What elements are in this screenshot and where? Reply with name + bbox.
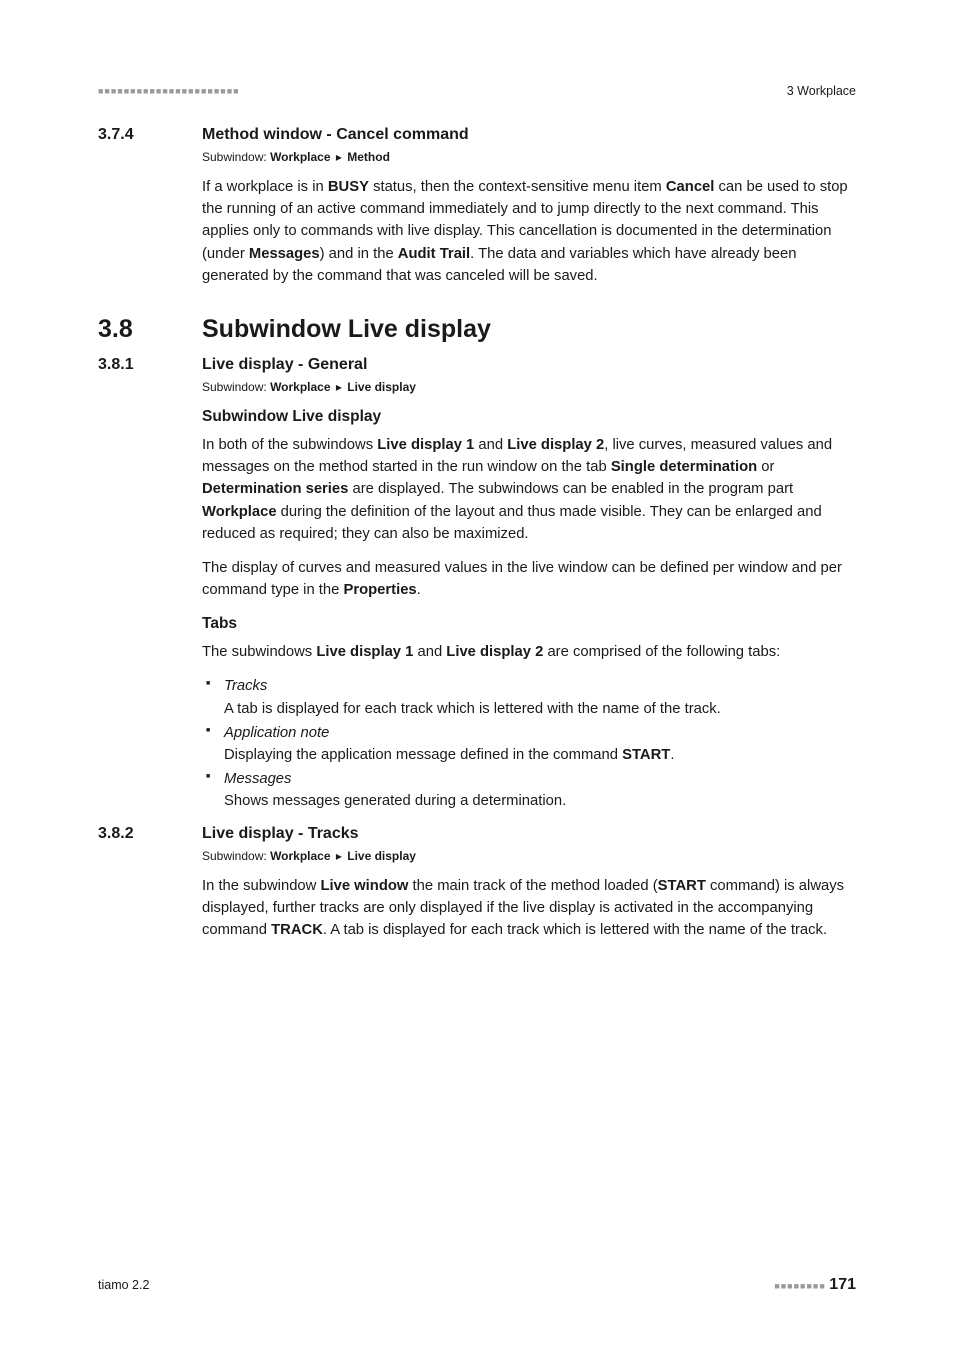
- chapter-label: 3 Workplace: [787, 84, 856, 98]
- section-heading-38: 3.8 Subwindow Live display: [98, 315, 856, 344]
- list-item: Application note Displaying the applicati…: [202, 722, 856, 766]
- path-separator-icon: ▸: [336, 150, 342, 164]
- subwindow-path2: Method: [347, 150, 390, 164]
- subwindow-label: Subwindow:: [202, 380, 267, 394]
- path-separator-icon: ▸: [336, 849, 342, 863]
- list-item-term: Application note: [224, 725, 329, 741]
- paragraph: In the subwindow Live window the main tr…: [202, 875, 856, 942]
- paragraph: If a workplace is in BUSY status, then t…: [202, 176, 856, 287]
- section-title: Subwindow Live display: [202, 315, 491, 344]
- subwindow-path1: Workplace: [270, 150, 330, 164]
- subwindow-path: Subwindow: Workplace ▸ Live display: [202, 849, 856, 863]
- list-item-desc: Displaying the application message defin…: [224, 747, 674, 763]
- subwindow-label: Subwindow:: [202, 849, 267, 863]
- paragraph: In both of the subwindows Live display 1…: [202, 434, 856, 545]
- section-381-blocks: Subwindow Live display In both of the sub…: [202, 408, 856, 813]
- list-item-term: Tracks: [224, 678, 267, 694]
- page-footer: tiamo 2.2 ■■■■■■■■ 171: [98, 1276, 856, 1294]
- section-heading-382: 3.8.2 Live display - Tracks: [98, 825, 856, 843]
- section-382-blocks: In the subwindow Live window the main tr…: [202, 875, 856, 942]
- section-title: Method window - Cancel command: [202, 126, 469, 144]
- footer-right: ■■■■■■■■ 171: [774, 1276, 856, 1294]
- product-name: tiamo 2.2: [98, 1278, 149, 1292]
- section-374-content: Subwindow: Workplace ▸ Method If a workp…: [202, 150, 856, 287]
- section-heading-381: 3.8.1 Live display - General: [98, 356, 856, 374]
- subwindow-path1: Workplace: [270, 849, 330, 863]
- section-number: 3.7.4: [98, 126, 202, 144]
- section-number: 3.8.2: [98, 825, 202, 843]
- list-item-term: Messages: [224, 771, 291, 787]
- section-title: Live display - General: [202, 356, 367, 374]
- page-header: ■■■■■■■■■■■■■■■■■■■■■■ 3 Workplace: [98, 84, 856, 98]
- page-number: 171: [829, 1276, 856, 1293]
- header-dots-left: ■■■■■■■■■■■■■■■■■■■■■■: [98, 86, 240, 96]
- section-number: 3.8.1: [98, 356, 202, 374]
- paragraph: The display of curves and measured value…: [202, 557, 856, 601]
- subwindow-label: Subwindow:: [202, 150, 267, 164]
- list-item: Messages Shows messages generated during …: [202, 768, 856, 812]
- section-heading-374: 3.7.4 Method window - Cancel command: [98, 126, 856, 144]
- subwindow-path: Subwindow: Workplace ▸ Live display: [202, 380, 856, 394]
- sub-heading: Subwindow Live display: [202, 408, 856, 426]
- section-title: Live display - Tracks: [202, 825, 359, 843]
- section-number: 3.8: [98, 315, 202, 344]
- path-separator-icon: ▸: [336, 380, 342, 394]
- list-item-desc: A tab is displayed for each track which …: [224, 701, 721, 717]
- sub-heading: Tabs: [202, 615, 856, 633]
- subwindow-path2: Live display: [347, 380, 416, 394]
- subwindow-path: Subwindow: Workplace ▸ Method: [202, 150, 856, 164]
- section-382-content: Subwindow: Workplace ▸ Live display In t…: [202, 849, 856, 942]
- list-item-desc: Shows messages generated during a determ…: [224, 793, 566, 809]
- section-381-content: Subwindow: Workplace ▸ Live display Subw…: [202, 380, 856, 813]
- subwindow-path1: Workplace: [270, 380, 330, 394]
- subwindow-path2: Live display: [347, 849, 416, 863]
- bullet-list: Tracks A tab is displayed for each track …: [202, 675, 856, 812]
- footer-dots: ■■■■■■■■: [774, 1281, 826, 1291]
- paragraph: The subwindows Live display 1 and Live d…: [202, 641, 856, 663]
- list-item: Tracks A tab is displayed for each track …: [202, 675, 856, 719]
